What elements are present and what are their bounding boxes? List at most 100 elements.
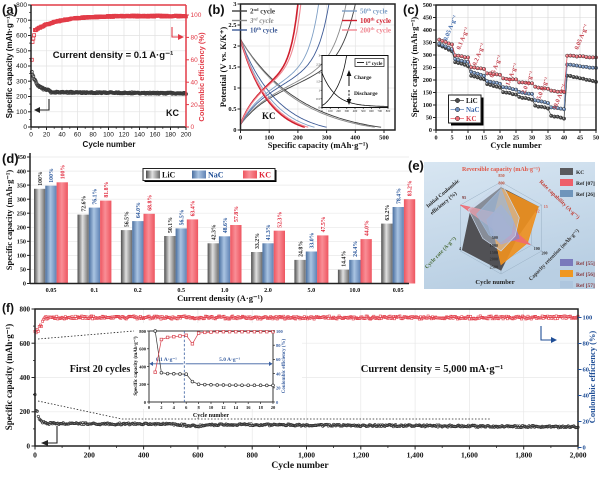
svg-text:63.4%: 63.4%: [191, 200, 197, 216]
svg-text:500: 500: [379, 135, 389, 142]
svg-text:1,800: 1,800: [515, 451, 532, 460]
svg-text:80: 80: [276, 343, 281, 348]
svg-text:20: 20: [497, 135, 503, 142]
svg-text:14.4%: 14.4%: [342, 251, 348, 267]
svg-text:600: 600: [192, 451, 204, 460]
svg-text:Ref [57]: Ref [57]: [576, 283, 595, 289]
svg-text:60: 60: [74, 132, 82, 139]
svg-text:200: 200: [17, 225, 26, 232]
svg-text:200: 200: [16, 94, 27, 101]
svg-text:Reversible capacity (mAh·g⁻¹): Reversible capacity (mAh·g⁻¹): [462, 166, 540, 173]
svg-text:30: 30: [529, 135, 535, 142]
svg-text:0: 0: [29, 132, 33, 139]
svg-text:100: 100: [17, 253, 26, 260]
svg-text:40: 40: [583, 393, 590, 400]
svg-text:2000: 2000: [490, 257, 498, 262]
svg-text:800: 800: [20, 306, 31, 314]
svg-text:Coulombic efficiency (%): Coulombic efficiency (%): [282, 338, 287, 393]
svg-text:KC: KC: [576, 170, 584, 176]
svg-text:24.4%: 24.4%: [353, 241, 359, 257]
svg-text:KC: KC: [262, 111, 276, 121]
svg-text:18: 18: [258, 405, 263, 410]
svg-text:2500: 2500: [490, 265, 498, 270]
svg-text:(a): (a): [2, 2, 18, 17]
svg-text:300: 300: [16, 79, 27, 86]
svg-text:150: 150: [423, 90, 432, 97]
svg-text:Cycle number: Cycle number: [193, 413, 229, 419]
svg-text:100: 100: [16, 109, 27, 116]
svg-text:10: 10: [465, 135, 471, 142]
svg-text:200: 200: [139, 382, 147, 387]
svg-text:1,000: 1,000: [298, 451, 315, 460]
svg-text:40: 40: [276, 371, 281, 376]
svg-text:0: 0: [33, 451, 37, 460]
svg-text:40: 40: [561, 135, 567, 142]
svg-text:Current density (A·g⁻¹): Current density (A·g⁻¹): [177, 293, 263, 303]
svg-text:200: 200: [542, 250, 548, 255]
svg-text:3: 3: [319, 54, 321, 58]
svg-text:41.3%: 41.3%: [266, 224, 272, 240]
svg-text:850: 850: [498, 173, 504, 178]
svg-text:20: 20: [43, 132, 51, 139]
svg-text:5.0 A·g⁻¹: 5.0 A·g⁻¹: [219, 357, 240, 363]
svg-text:0: 0: [27, 443, 31, 451]
svg-text:Discharge: Discharge: [354, 91, 378, 97]
svg-text:Potential (V vs. K/K⁺): Potential (V vs. K/K⁺): [218, 27, 228, 108]
svg-text:350: 350: [17, 182, 26, 189]
svg-text:48.6%: 48.6%: [223, 217, 229, 233]
svg-text:100: 100: [191, 12, 202, 19]
svg-text:1,400: 1,400: [407, 451, 424, 460]
svg-text:10th cycle: 10th cycle: [250, 26, 278, 35]
svg-text:Charge: Charge: [354, 75, 372, 81]
svg-text:800: 800: [247, 451, 259, 460]
svg-text:24.8%: 24.8%: [298, 241, 304, 257]
svg-text:8: 8: [197, 405, 200, 410]
svg-text:100%: 100%: [38, 171, 44, 186]
svg-text:50.1%: 50.1%: [168, 217, 174, 233]
svg-text:5: 5: [450, 135, 453, 142]
svg-text:2: 2: [319, 71, 321, 75]
svg-text:1000: 1000: [490, 243, 498, 248]
svg-text:400: 400: [16, 63, 27, 70]
svg-text:Cycle number: Cycle number: [271, 461, 329, 471]
svg-text:0.1 A·g⁻¹: 0.1 A·g⁻¹: [156, 357, 177, 363]
svg-text:2,000: 2,000: [570, 451, 587, 460]
svg-text:(d): (d): [2, 151, 19, 166]
svg-text:10: 10: [209, 405, 214, 410]
svg-text:200: 200: [20, 408, 31, 416]
svg-text:2: 2: [233, 43, 236, 50]
svg-text:Specific capacity (mAh·g⁻¹): Specific capacity (mAh·g⁻¹): [4, 324, 14, 430]
svg-text:44.0%: 44.0%: [364, 220, 370, 236]
svg-text:300: 300: [322, 135, 332, 142]
svg-text:Cycle number: Cycle number: [490, 140, 541, 150]
svg-text:3rd cycle: 3rd cycle: [249, 17, 274, 26]
svg-text:100: 100: [534, 246, 540, 251]
svg-text:Specific capacity (mAh·g⁻¹): Specific capacity (mAh·g⁻¹): [409, 17, 419, 118]
svg-text:72.6%: 72.6%: [81, 195, 87, 211]
svg-text:100th cycle: 100th cycle: [360, 17, 391, 26]
svg-text:NaC: NaC: [208, 171, 224, 180]
svg-text:Coulombic efficiency (%): Coulombic efficiency (%): [197, 32, 206, 122]
svg-text:20: 20: [191, 102, 199, 109]
svg-text:83.2%: 83.2%: [408, 180, 414, 196]
svg-text:15: 15: [481, 135, 487, 142]
svg-text:700: 700: [16, 17, 27, 24]
svg-text:600: 600: [20, 340, 31, 348]
svg-text:450: 450: [17, 154, 26, 161]
svg-text:1,200: 1,200: [352, 451, 369, 460]
svg-text:0.5: 0.5: [228, 106, 237, 113]
svg-text:47.5%: 47.5%: [321, 216, 327, 232]
svg-text:800: 800: [16, 2, 27, 9]
svg-text:3: 3: [233, 1, 237, 8]
svg-text:0: 0: [144, 400, 147, 405]
svg-text:120: 120: [119, 132, 130, 139]
svg-text:0.1: 0.1: [91, 287, 99, 294]
svg-text:100: 100: [264, 135, 274, 142]
svg-text:180: 180: [165, 132, 176, 139]
svg-text:Current density = 5,000 mA·g⁻¹: Current density = 5,000 mA·g⁻¹: [361, 364, 504, 375]
svg-text:16: 16: [246, 405, 251, 410]
svg-text:300: 300: [345, 109, 350, 113]
svg-text:NaC: NaC: [466, 106, 480, 114]
svg-text:450: 450: [423, 15, 432, 22]
svg-text:Specific capacity (mAh·g⁻¹): Specific capacity (mAh·g⁻¹): [4, 170, 14, 271]
